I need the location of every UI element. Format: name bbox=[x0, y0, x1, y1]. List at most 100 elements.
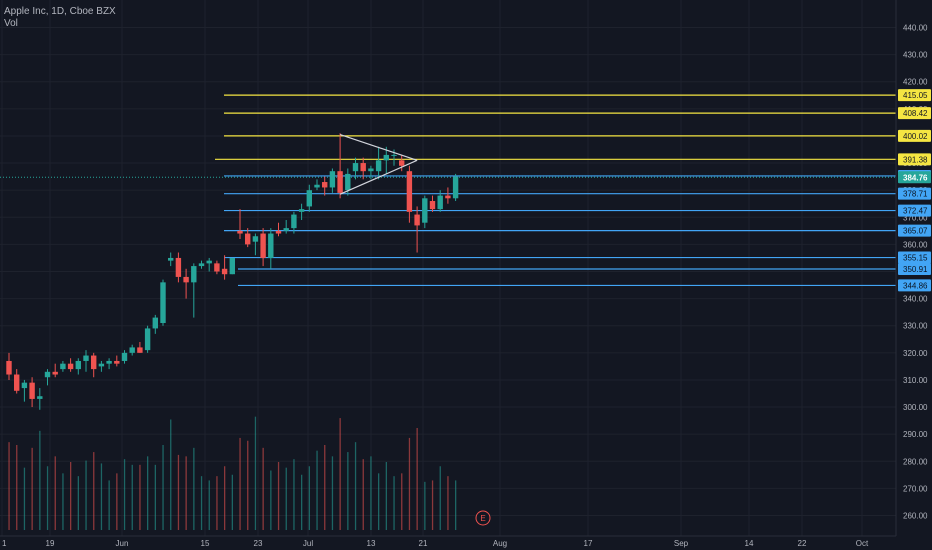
volume-bar-24 bbox=[193, 447, 195, 530]
candle-body-57 bbox=[445, 195, 451, 199]
candle-body-22 bbox=[175, 257, 182, 277]
candle-body-23 bbox=[183, 276, 189, 283]
price-tick-label-0: 440.00 bbox=[903, 24, 928, 33]
volume-bar-16 bbox=[131, 464, 133, 530]
price-tick-label-8: 360.00 bbox=[903, 240, 928, 249]
candle-body-58 bbox=[452, 176, 459, 199]
volume-bar-44 bbox=[347, 452, 349, 530]
volume-bar-17 bbox=[139, 464, 141, 530]
volume-bar-38 bbox=[301, 474, 303, 530]
volume-bar-0 bbox=[8, 442, 10, 530]
volume-bar-6 bbox=[54, 456, 56, 530]
level-badge-408.42-text: 408.42 bbox=[903, 109, 928, 118]
level-badge-344.86-text: 344.86 bbox=[903, 281, 928, 290]
candle-body-13 bbox=[106, 360, 112, 364]
price-tick-label-2: 420.00 bbox=[903, 78, 928, 87]
price-tick-label-16: 280.00 bbox=[903, 457, 928, 466]
candle-body-12 bbox=[98, 363, 105, 367]
level-badge-415.05-text: 415.05 bbox=[903, 91, 928, 100]
earnings-label: E bbox=[480, 514, 485, 523]
price-tick-label-17: 270.00 bbox=[903, 484, 928, 493]
candle-body-16 bbox=[129, 347, 135, 353]
level-badge-355.15-text: 355.15 bbox=[903, 254, 928, 263]
price-tick-label-11: 330.00 bbox=[903, 322, 928, 331]
volume-indicator-label[interactable]: Vol bbox=[4, 18, 18, 29]
volume-bar-50 bbox=[393, 476, 395, 530]
candle-body-37 bbox=[291, 214, 297, 229]
time-tick-label-11: 14 bbox=[745, 539, 754, 548]
candle-body-50 bbox=[391, 154, 397, 156]
volume-bar-56 bbox=[439, 466, 441, 530]
level-badge-400.02-text: 400.02 bbox=[903, 132, 928, 141]
price-badges: 415.05408.42400.02391.38385.24378.71372.… bbox=[898, 89, 931, 292]
volume-bar-2 bbox=[23, 467, 26, 530]
time-axis[interactable]: 1 19 Jun 15 23 Jul 13 21 Aug 17 Sep 14 22 Oct bbox=[2, 539, 869, 548]
volume-bar-26 bbox=[208, 480, 210, 530]
candle-body-24 bbox=[191, 266, 197, 283]
volume-bar-58 bbox=[455, 480, 457, 530]
time-tick-label-3: 15 bbox=[201, 539, 210, 548]
candle-body-18 bbox=[144, 328, 151, 351]
candle-body-27 bbox=[214, 263, 220, 272]
earnings-marker[interactable]: E bbox=[475, 510, 491, 526]
candle-body-2 bbox=[21, 382, 28, 389]
earnings-circle bbox=[475, 510, 491, 526]
time-tick-label-6: 13 bbox=[367, 539, 376, 548]
price-tick-label-10: 340.00 bbox=[903, 295, 928, 304]
candle-body-15 bbox=[121, 352, 128, 361]
candle-body-21 bbox=[168, 257, 174, 261]
volume-bar-10 bbox=[85, 460, 87, 530]
volume-bar-29 bbox=[231, 474, 233, 530]
volume-bar-25 bbox=[200, 476, 203, 530]
candle-body-38 bbox=[298, 209, 305, 212]
level-badge-400.02-bg bbox=[898, 129, 931, 142]
level-badge-350.91-bg bbox=[898, 263, 931, 276]
level-badge-372.47-bg bbox=[898, 204, 931, 217]
candle-body-31 bbox=[245, 233, 251, 245]
volume-bar-55 bbox=[431, 480, 434, 530]
candle-body-55 bbox=[429, 201, 436, 210]
volume-bar-22 bbox=[177, 454, 180, 530]
volume-bar-34 bbox=[270, 470, 272, 530]
candle-body-36 bbox=[283, 228, 289, 231]
triangle-drawing[interactable] bbox=[339, 134, 418, 195]
level-badge-415.05-bg bbox=[898, 89, 931, 102]
level-badge-355.15-bg bbox=[898, 251, 931, 264]
volume-bar-4 bbox=[39, 430, 41, 530]
level-badge-372.47-text: 372.47 bbox=[903, 207, 928, 216]
volume-bar-48 bbox=[378, 473, 380, 530]
candle-body-41 bbox=[322, 182, 328, 188]
candle-body-44 bbox=[345, 173, 351, 191]
last-price-badge-text: 384.76 bbox=[903, 173, 928, 182]
candle-body-43 bbox=[337, 171, 343, 193]
volume-bar-35 bbox=[277, 462, 280, 530]
candle-body-51 bbox=[399, 160, 405, 166]
price-tick-label-12: 320.00 bbox=[903, 349, 928, 358]
time-tick-label-2: Jun bbox=[116, 539, 129, 548]
chart-legend: Apple Inc, 1D, Cboe BZX Vol bbox=[4, 6, 116, 30]
volume-bar-27 bbox=[216, 476, 218, 530]
time-tick-label-5: Jul bbox=[303, 539, 313, 548]
volume-bar-39 bbox=[308, 466, 310, 530]
volume-bar-9 bbox=[77, 476, 79, 530]
volume-bar-42 bbox=[331, 456, 334, 530]
time-tick-label-9: 17 bbox=[584, 539, 593, 548]
candle-body-7 bbox=[60, 363, 66, 370]
time-tick-label-7: 21 bbox=[419, 539, 428, 548]
candle-body-52 bbox=[406, 171, 413, 212]
volume-bar-18 bbox=[147, 456, 149, 530]
symbol-title[interactable]: Apple Inc, 1D, Cboe BZX bbox=[4, 6, 116, 17]
time-tick-label-10: Sep bbox=[674, 539, 689, 548]
volume-bar-31 bbox=[247, 440, 249, 530]
candle-body-20 bbox=[160, 282, 166, 324]
horizontal-levels[interactable] bbox=[0, 94, 896, 287]
chart-grid bbox=[0, 0, 896, 536]
candle-body-11 bbox=[91, 355, 97, 370]
volume-bar-43 bbox=[339, 418, 341, 530]
volume-bar-3 bbox=[31, 447, 33, 530]
volume-bar-30 bbox=[239, 437, 241, 530]
candle-body-0 bbox=[6, 360, 12, 375]
candle-body-5 bbox=[44, 371, 51, 378]
